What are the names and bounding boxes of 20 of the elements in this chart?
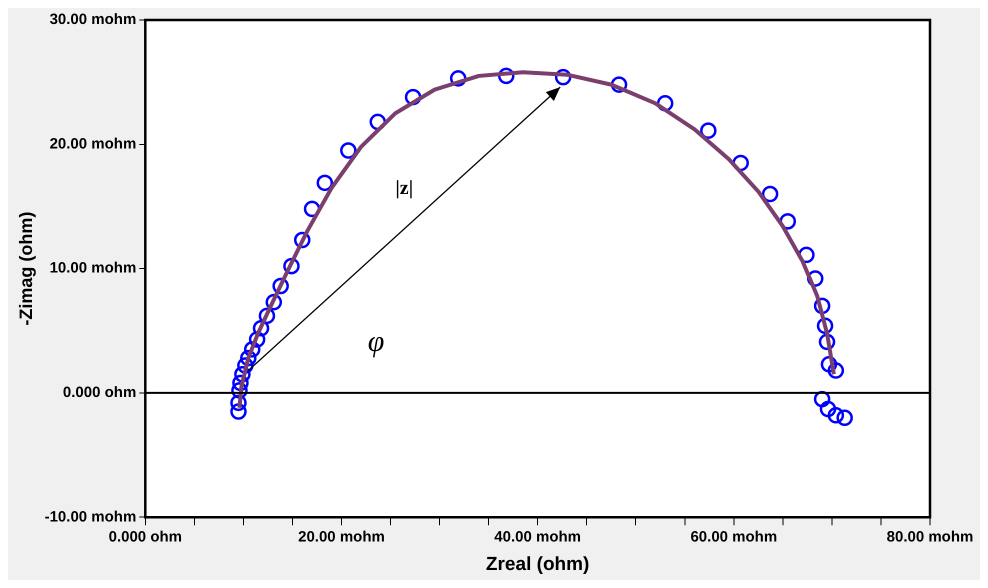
y-tick-label: 10.00 mohm <box>50 260 136 277</box>
point <box>828 407 844 424</box>
x-tick-label: 60.00 mohm <box>690 528 778 546</box>
x-tick-label: 80.00 mohm <box>886 528 974 546</box>
x-tick-label: 0.000 ohm <box>108 528 182 546</box>
x-tick-label: 20.00 mohm <box>298 528 385 546</box>
y-axis-title: -Zimag (ohm) <box>16 212 36 326</box>
point <box>230 394 247 412</box>
annotation: φ <box>368 325 384 358</box>
x-axis-title: Zreal (ohm) <box>486 554 590 575</box>
y-tick-label: -10.00 mohm <box>44 508 136 526</box>
y-tick-label: 0.000 ohm <box>62 384 136 402</box>
point <box>820 400 836 418</box>
point <box>828 362 844 379</box>
point <box>836 410 853 426</box>
annotation: |z| <box>395 177 414 200</box>
point <box>230 403 247 420</box>
y-tick-label: 20.00 mohm <box>50 135 136 152</box>
x-tick-label: 40.00 mohm <box>494 528 582 546</box>
y-tick-label: 30.00 mohm <box>50 11 136 28</box>
